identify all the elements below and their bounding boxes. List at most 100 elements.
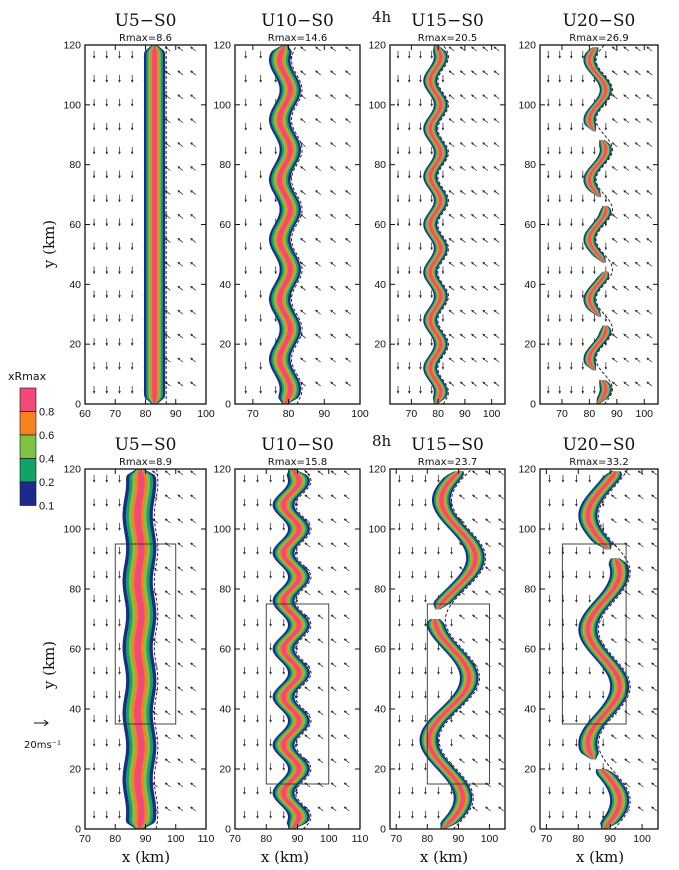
wind-vector-head [105, 295, 109, 299]
wind-vector-head [92, 743, 96, 747]
wind-vector-head [105, 103, 109, 107]
wind-vector-head [244, 343, 247, 346]
wind-vector [344, 758, 350, 764]
wind-vector-head [548, 623, 551, 627]
wind-vector-head [282, 815, 286, 819]
wind-vector-head [343, 518, 347, 522]
wind-vector [331, 710, 337, 716]
wind-vector-head [259, 151, 262, 155]
wind-vector [624, 494, 631, 500]
wind-vector-head [411, 719, 414, 723]
wind-vector-head [634, 46, 638, 50]
wind-vector-head [651, 590, 654, 594]
wind-vector-head [105, 127, 109, 131]
wind-vector-head [345, 142, 348, 145]
wind-vector-head [330, 782, 334, 786]
wind-vector [482, 94, 489, 100]
reference-vector-label: 20ms⁻¹ [24, 740, 61, 751]
y-tick-label: 100 [63, 524, 81, 536]
wind-vector-head [448, 190, 452, 193]
wind-vector-head [575, 551, 578, 555]
wind-vector-head [424, 719, 427, 723]
wind-vector [651, 758, 657, 764]
wind-vector-head [177, 333, 181, 337]
wind-vector-head [118, 551, 121, 555]
y-tick-label: 60 [374, 219, 386, 231]
wind-vector-head [448, 357, 452, 361]
rain-band-level-4 [437, 471, 478, 610]
wind-vector-head [259, 103, 262, 107]
wind-vector-head [604, 199, 608, 203]
wind-vector-head [105, 503, 109, 507]
wind-vector-head [130, 319, 134, 323]
wind-vector [472, 494, 478, 500]
x-tick-label: 100 [320, 833, 338, 845]
wind-vector-head [269, 479, 272, 483]
wind-vector [165, 614, 171, 620]
wind-vector-head [118, 247, 121, 251]
wind-vector-head [611, 46, 615, 50]
wind-vector-head [274, 390, 277, 394]
wind-vector-head [164, 806, 168, 810]
wind-vector-head [485, 494, 488, 498]
wind-vector [317, 710, 324, 716]
wind-vector [635, 381, 641, 387]
wind-vector-head [398, 743, 401, 747]
wind-vector-head [190, 46, 193, 50]
wind-vector-head [190, 190, 193, 193]
wind-vector-head [259, 175, 262, 179]
wind-vector [165, 118, 171, 124]
wind-vector-head [448, 94, 452, 97]
wind-vector [611, 518, 617, 524]
wind-vector-head [472, 638, 475, 642]
rain-band-level-4 [588, 47, 608, 132]
wind-vector-head [164, 710, 168, 714]
wind-vector-head [570, 175, 573, 179]
time-label-8h: 8h [372, 432, 392, 450]
wind-vector-head [118, 767, 121, 771]
x-tick-label: 100 [483, 408, 501, 420]
wind-vector [331, 686, 337, 692]
wind-vector-head [637, 470, 641, 474]
wind-vector-head [164, 333, 168, 337]
wind-vector [317, 566, 324, 572]
wind-vector-head [634, 285, 638, 289]
wind-vector [651, 662, 657, 668]
wind-vector-head [646, 333, 650, 337]
wind-vector [300, 357, 306, 363]
wind-vector-head [498, 566, 501, 570]
wind-vector-head [105, 223, 109, 227]
y-tick-label: 40 [374, 704, 386, 716]
wind-vector-head [256, 551, 259, 555]
wind-vector [638, 470, 644, 476]
panel-rmax: Rmax=15.8 [268, 457, 327, 468]
wind-vector [315, 309, 321, 315]
wind-vector [317, 638, 324, 644]
wind-vector [190, 806, 196, 812]
wind-vector-head [244, 175, 247, 179]
y-tick-label: 120 [213, 464, 231, 476]
wind-vector-head [601, 623, 605, 627]
wind-vector-head [177, 190, 181, 193]
y-tick-label: 20 [219, 764, 231, 776]
wind-vector-head [190, 806, 193, 810]
wind-vector [177, 782, 184, 788]
wind-vector [472, 734, 478, 740]
wind-vector-head [92, 127, 96, 131]
wind-vector [646, 70, 653, 76]
wind-vector-head [437, 527, 440, 531]
wind-vector-head [330, 46, 333, 50]
wind-vector-head [256, 815, 259, 819]
wind-vector-head [651, 470, 654, 474]
wind-vector [300, 238, 306, 243]
wind-vector-head [548, 695, 551, 699]
wind-vector [651, 518, 657, 524]
wind-vector-head [588, 551, 592, 555]
wind-vector [646, 357, 653, 363]
wind-vector-head [593, 319, 596, 323]
wind-vector-head [92, 271, 96, 275]
y-tick-label: 60 [524, 219, 536, 231]
wind-vector-head [604, 319, 608, 323]
wind-vector-head [396, 366, 400, 370]
panel-plot-area [243, 469, 350, 829]
